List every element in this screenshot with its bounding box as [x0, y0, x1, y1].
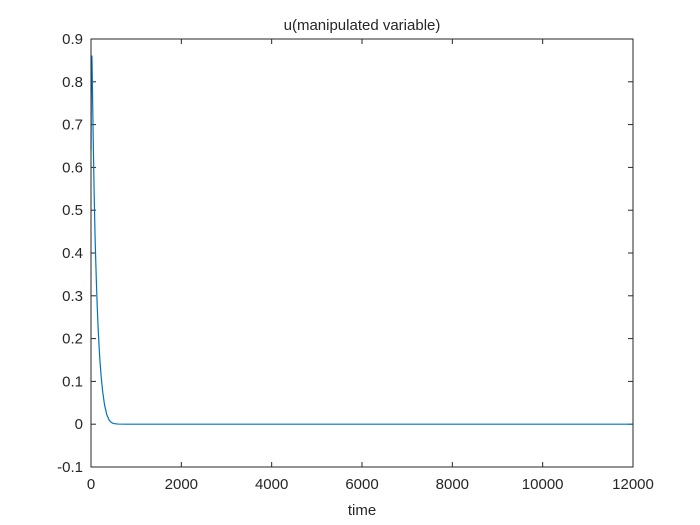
- y-tick-label: 0.4: [62, 245, 83, 262]
- chart-title: u(manipulated variable): [284, 17, 441, 34]
- plot-area: [91, 39, 633, 467]
- x-tick-label: 8000: [436, 476, 469, 493]
- y-tick-label: 0: [75, 416, 83, 433]
- y-tick-label: 0.8: [62, 74, 83, 91]
- y-tick-label: 0.2: [62, 331, 83, 348]
- x-tick-label: 4000: [255, 476, 288, 493]
- plot-frame: [90, 38, 634, 468]
- x-axis-label: time: [348, 502, 376, 519]
- y-tick-label: 0.6: [62, 159, 83, 176]
- x-tick-label: 2000: [165, 476, 198, 493]
- y-tick-label: 0.1: [62, 373, 83, 390]
- x-tick-label: 6000: [345, 476, 378, 493]
- x-tick-label: 10000: [522, 476, 564, 493]
- y-tick-label: -0.1: [57, 459, 83, 476]
- y-tick-label: 0.5: [62, 202, 83, 219]
- series-line: [90, 55, 633, 425]
- y-tick-label: 0.7: [62, 117, 83, 134]
- x-tick-label: 12000: [612, 476, 654, 493]
- y-tick-label: 0.3: [62, 288, 83, 305]
- series-layer: [90, 55, 633, 425]
- tick-labels: 0 2000 4000 6000 8000 10000 12000-0.100.10.20.…: [57, 31, 654, 493]
- x-tick-label: 0: [87, 476, 95, 493]
- y-tick-label: 0.9: [62, 31, 83, 48]
